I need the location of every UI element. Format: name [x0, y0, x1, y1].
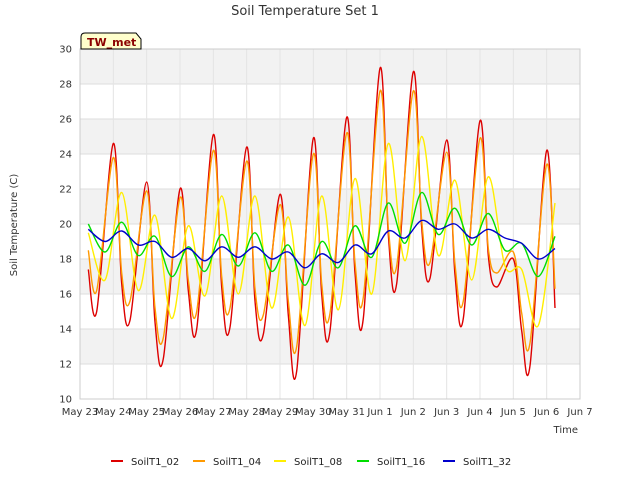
plot-band [80, 49, 580, 84]
x-tick-label: May 23 [62, 407, 99, 418]
x-tick-label: May 30 [295, 407, 332, 418]
series-lines [87, 66, 556, 380]
series-line-soilt1-32 [87, 219, 556, 269]
x-tick-label: May 29 [262, 407, 299, 418]
x-tick-label: May 28 [228, 407, 265, 418]
x-tick-label: May 25 [128, 407, 165, 418]
plot-band [80, 189, 580, 224]
x-tick-label: May 31 [328, 407, 365, 418]
site-badge: TW_met [80, 32, 142, 50]
chart-title: Soil Temperature Set 1 [231, 4, 379, 19]
x-tick-label: May 24 [95, 407, 132, 418]
y-tick-label: 16 [59, 290, 72, 301]
y-axis-label: Soil Temperature (C) [9, 174, 20, 277]
legend-label: SoilT1_04 [213, 457, 261, 468]
y-tick-label: 26 [59, 115, 72, 126]
series-line-soilt1-08 [87, 135, 556, 328]
y-tick-label: 20 [59, 220, 72, 231]
plot-band [80, 119, 580, 154]
x-tick-label: May 27 [195, 407, 232, 418]
y-tick-label: 30 [59, 45, 72, 56]
y-tick-label: 22 [59, 185, 72, 196]
y-tick-label: 24 [59, 150, 72, 161]
series-line-soilt1-04 [87, 89, 556, 355]
x-tick-label: Jun 4 [466, 407, 492, 418]
legend-label: SoilT1_16 [377, 457, 425, 468]
legend-label: SoilT1_02 [131, 457, 179, 468]
x-axis-label: Time [553, 425, 578, 436]
series-line-soilt1-16 [87, 191, 556, 287]
plot-frame [79, 48, 581, 400]
gridlines [79, 48, 581, 400]
y-tick-label: 18 [59, 255, 72, 266]
x-tick-label: May 26 [162, 407, 199, 418]
x-tick-label: Jun 1 [366, 407, 392, 418]
y-tick-label: 28 [59, 80, 72, 91]
legend: SoilT1_02 SoilT1_04 SoilT1_08 SoilT1_16 Soil… [111, 457, 511, 468]
badge-label: TW_met [87, 36, 136, 49]
x-tick-label: Jun 7 [566, 407, 592, 418]
x-tick-label: Jun 5 [500, 407, 526, 418]
legend-label: SoilT1_08 [294, 457, 342, 468]
x-tick-label: Jun 2 [400, 407, 426, 418]
y-tick-label: 12 [59, 360, 72, 371]
y-tick-label: 14 [59, 325, 72, 336]
x-tick-label: Jun 6 [533, 407, 559, 418]
legend-label: SoilT1_32 [463, 457, 511, 468]
badge-box [80, 32, 142, 50]
x-tick-label: Jun 3 [433, 407, 459, 418]
y-tick-label: 10 [59, 395, 72, 406]
y-tick-labels: 10 12 14 16 18 20 22 24 26 28 30 [59, 45, 72, 406]
